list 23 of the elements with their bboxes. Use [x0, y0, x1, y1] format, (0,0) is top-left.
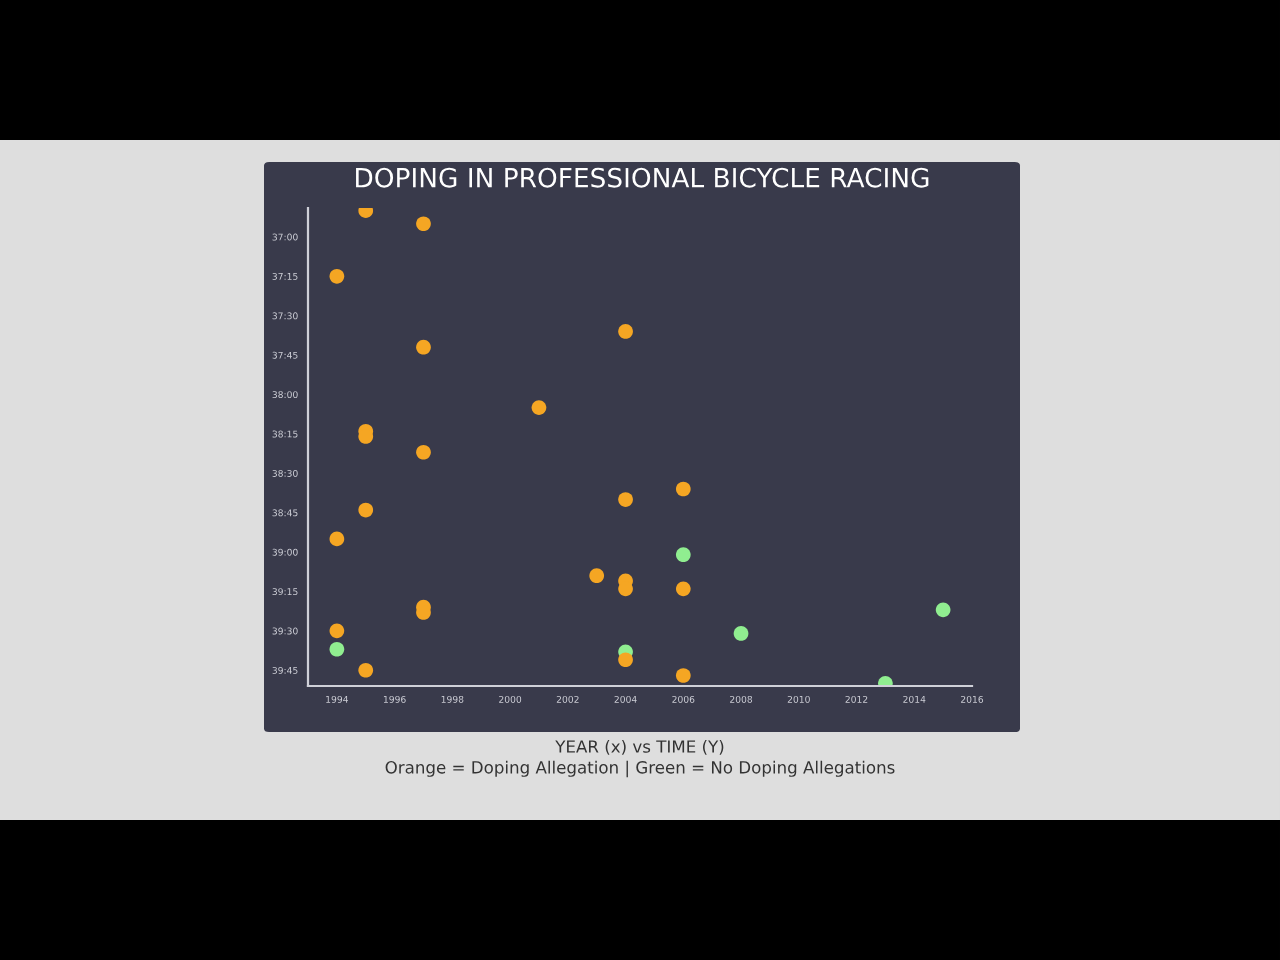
point	[733, 626, 749, 641]
point	[416, 339, 431, 355]
point	[618, 492, 633, 507]
point	[531, 400, 547, 415]
text: YEAR (x) vs TIME (Y)	[555, 739, 724, 755]
point	[416, 216, 431, 232]
point	[329, 641, 345, 657]
point	[329, 268, 345, 284]
point	[618, 652, 633, 668]
point	[675, 481, 691, 497]
point	[675, 581, 691, 597]
point	[618, 324, 633, 339]
point	[675, 547, 691, 563]
point	[935, 602, 951, 618]
point	[329, 531, 345, 547]
chart-title: DOPING IN PROFESSIONAL BICYCLE RACING	[356, 167, 929, 188]
point	[329, 623, 345, 639]
text: Orange = Doping Allegation | Green = No Doping Allegations	[385, 760, 895, 778]
point	[416, 444, 431, 460]
point	[358, 502, 374, 518]
point	[358, 662, 374, 678]
point	[675, 668, 691, 683]
point	[589, 568, 605, 584]
